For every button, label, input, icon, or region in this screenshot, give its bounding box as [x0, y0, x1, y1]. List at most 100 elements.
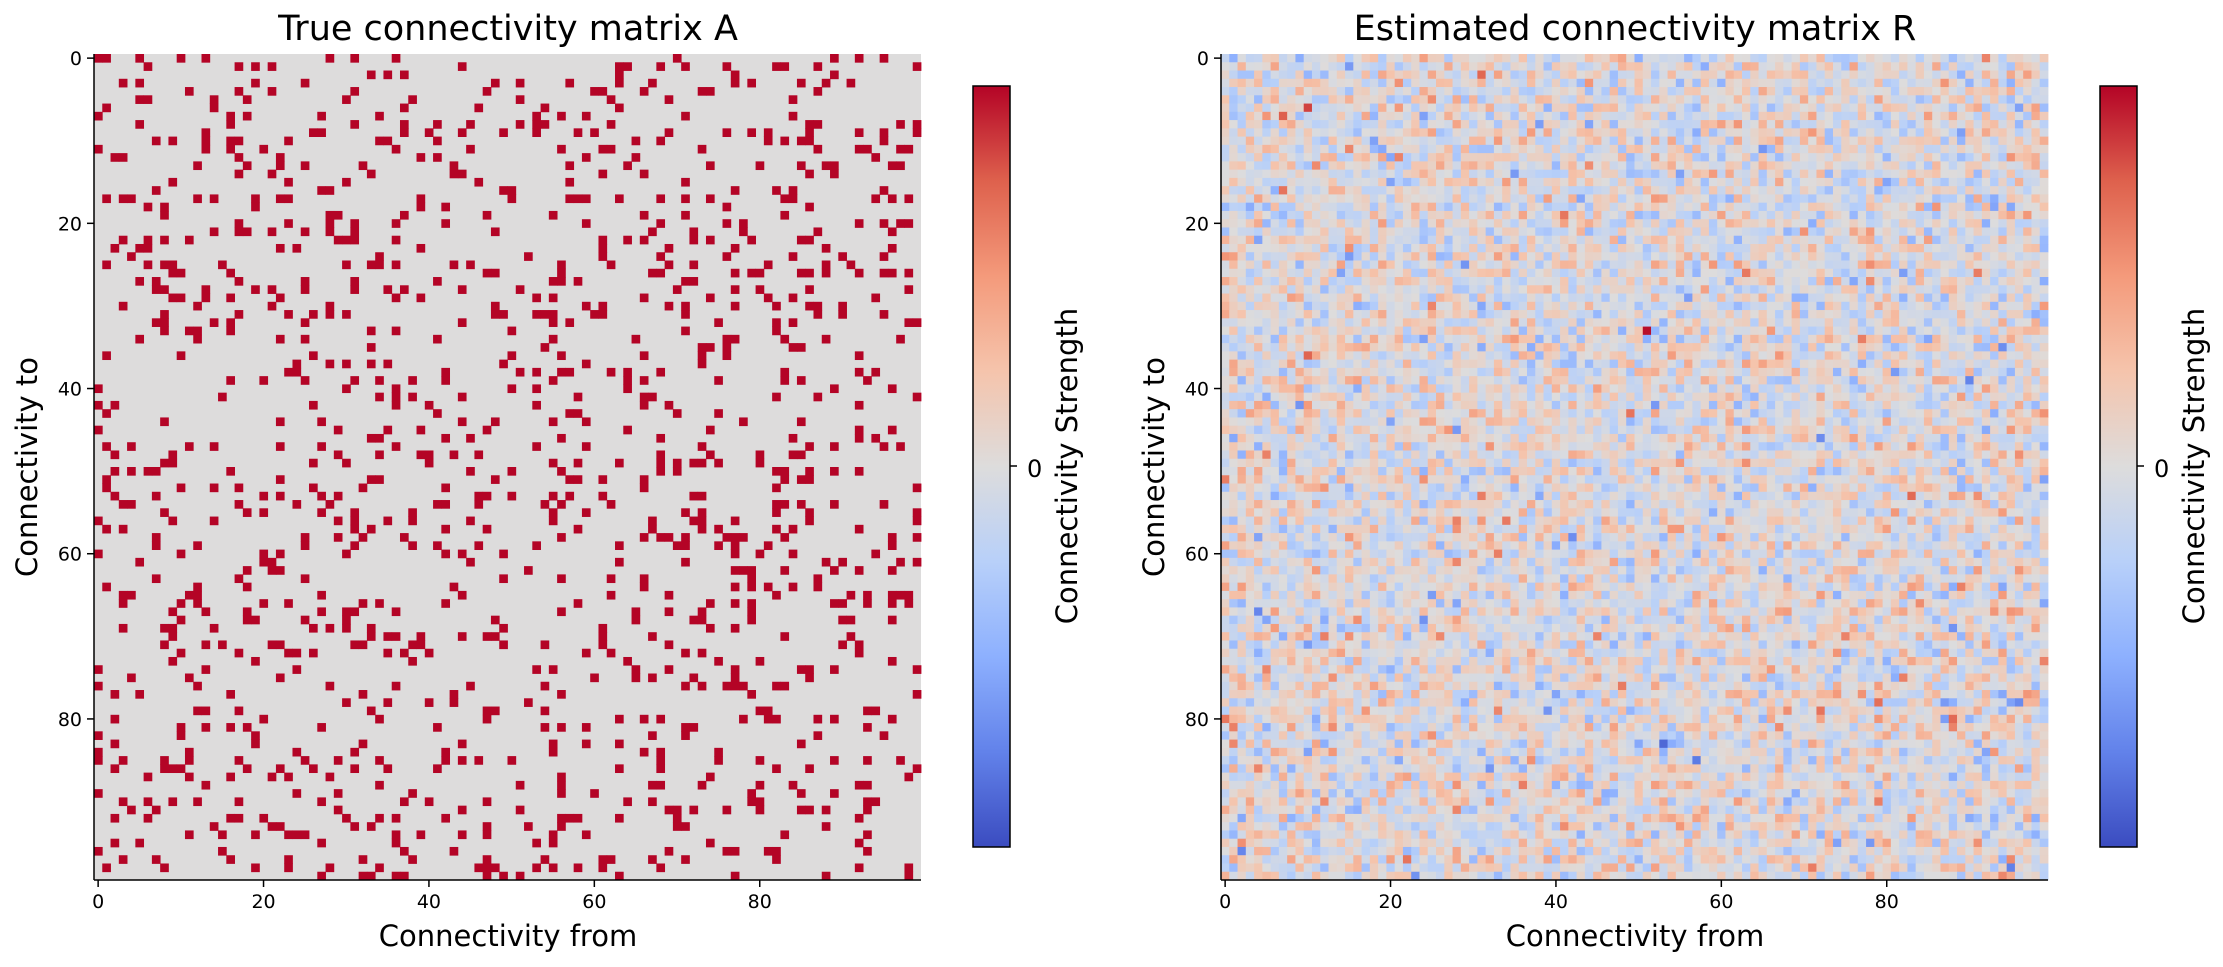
heatmap-cell [193, 334, 202, 344]
heatmap-cell [1295, 186, 1305, 195]
heatmap-cell [1237, 227, 1247, 237]
heatmap-cell [1981, 128, 1991, 137]
heatmap-cell [904, 144, 914, 154]
heatmap-cell [1229, 219, 1238, 228]
heatmap-cell [1270, 260, 1280, 270]
heatmap-cell [1237, 177, 1247, 187]
heatmap-cell [1311, 194, 1321, 204]
heatmap-cell [2023, 260, 2032, 270]
heatmap-cell [1857, 301, 1867, 311]
heatmap-cell [1957, 277, 1966, 286]
heatmap-cell [1436, 169, 1445, 179]
heatmap-cell [1427, 120, 1437, 129]
heatmap-cell [1957, 70, 1966, 80]
heatmap-cell [1667, 285, 1677, 294]
heatmap-cell [1775, 285, 1784, 294]
heatmap-cell [1915, 62, 1925, 71]
heatmap-cell [1981, 95, 1991, 104]
heatmap-cell [1543, 136, 1553, 146]
heatmap-cell [1485, 310, 1495, 319]
heatmap-cell [581, 153, 591, 162]
heatmap-cell [1278, 144, 1288, 154]
heatmap-cell [1303, 177, 1313, 187]
heatmap-cell [1295, 310, 1305, 319]
heatmap-cell [1303, 277, 1313, 286]
heatmap-cell [1791, 87, 1801, 96]
heatmap-cell [284, 599, 293, 608]
heatmap-cell [184, 235, 194, 245]
heatmap-cell [1990, 202, 1999, 212]
heatmap-cell [1651, 87, 1660, 96]
heatmap-cell [1303, 87, 1313, 96]
heatmap-cell [1601, 136, 1611, 146]
heatmap-cell [1799, 285, 1809, 294]
heatmap-cell [623, 376, 632, 385]
heatmap-cell [1915, 227, 1925, 237]
heatmap-cell [1659, 351, 1668, 361]
heatmap-cell [2031, 326, 2041, 336]
heatmap-cell [1502, 235, 1511, 245]
heatmap-cell [234, 706, 244, 716]
heatmap-cell [1675, 161, 1685, 171]
heatmap-cell [1791, 161, 1801, 171]
heatmap-cell [399, 797, 409, 807]
heatmap-cell [1990, 260, 1999, 270]
heatmap-cell [1518, 186, 1528, 195]
heatmap-cell [1832, 351, 1842, 361]
heatmap-cell [2039, 95, 2049, 104]
heatmap-cell [755, 161, 765, 171]
heatmap-cell [1923, 62, 1933, 71]
heatmap-cell [1353, 243, 1362, 253]
heatmap-cell [275, 161, 285, 171]
heatmap-cell [1320, 243, 1329, 253]
heatmap-cell [1369, 78, 1379, 88]
heatmap-cell [490, 632, 500, 641]
heatmap-cell [1932, 326, 1941, 336]
heatmap-cell [1882, 351, 1892, 361]
heatmap-cell [201, 136, 211, 146]
heatmap-cell [1584, 202, 1594, 212]
heatmap-cell [548, 838, 558, 848]
heatmap-cell [1717, 120, 1726, 129]
heatmap-cell [689, 805, 699, 815]
heatmap-cell [1510, 343, 1520, 352]
heatmap-cell [1229, 285, 1238, 294]
heatmap-cell [796, 343, 806, 352]
heatmap-cell [1675, 87, 1685, 96]
heatmap-cell [1990, 128, 1999, 137]
heatmap-cell [1617, 128, 1627, 137]
heatmap-cell [499, 128, 508, 137]
heatmap-cell [1626, 62, 1635, 71]
heatmap-cell [457, 318, 467, 327]
heatmap-cell [1874, 219, 1883, 228]
heatmap-cell [1907, 268, 1917, 278]
heatmap-cell [2031, 103, 2041, 113]
heatmap-cell [1775, 235, 1784, 245]
heatmap-cell [433, 120, 442, 129]
heatmap-cell [399, 103, 409, 113]
heatmap-cell [1287, 70, 1296, 80]
heatmap-cell [1311, 62, 1321, 71]
heatmap-cell [1659, 260, 1668, 270]
heatmap-cell [532, 384, 541, 394]
heatmap-cell [1940, 301, 1950, 311]
heatmap-cell [1311, 136, 1321, 146]
heatmap-cell [830, 54, 839, 63]
heatmap-cell [1882, 78, 1892, 88]
heatmap-cell [532, 665, 541, 674]
heatmap-cell [1700, 87, 1710, 96]
heatmap-cell [1684, 194, 1693, 204]
heatmap-cell [1981, 318, 1991, 327]
heatmap-cell [1923, 260, 1933, 270]
heatmap-cell [1799, 62, 1809, 71]
heatmap-cell [548, 508, 558, 517]
heatmap-cell [1345, 62, 1354, 71]
heatmap-cell [1328, 268, 1338, 278]
heatmap-cell [763, 293, 773, 303]
heatmap-cell [333, 210, 343, 220]
heatmap-cell [433, 136, 442, 146]
heatmap-cell [1717, 293, 1726, 303]
heatmap-cell [1576, 186, 1586, 195]
heatmap-cell [1750, 219, 1759, 228]
heatmap-cell [1973, 219, 1983, 228]
